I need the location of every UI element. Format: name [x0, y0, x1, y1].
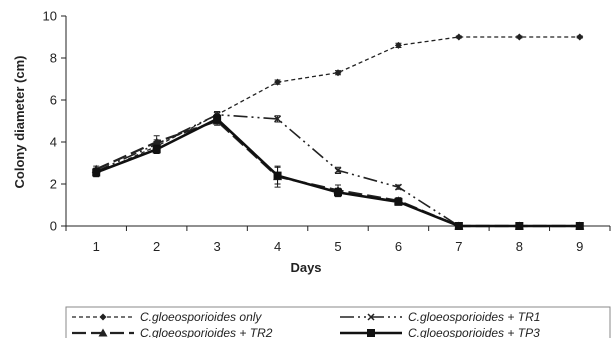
legend-swatch-marker [99, 313, 107, 321]
legend-label: C.gloeosporioides + TP3 [408, 326, 540, 338]
x-tick-label: 8 [516, 239, 523, 254]
legend-item-2: C.gloeosporioides + TR1 [340, 310, 540, 324]
data-point [455, 33, 463, 41]
y-axis-title: Colony diameter (cm) [12, 56, 27, 189]
x-tick-label: 6 [395, 239, 402, 254]
data-point [334, 188, 342, 197]
data-point [273, 171, 282, 180]
data-point [213, 114, 222, 123]
legend-label: C.gloeosporioides + TR2 [140, 326, 273, 338]
x-tick-label: 3 [213, 239, 220, 254]
legend-swatch-marker [367, 313, 375, 321]
x-tick-label: 2 [153, 239, 160, 254]
x-tick-label: 1 [93, 239, 100, 254]
x-tick-label: 7 [455, 239, 462, 254]
y-tick-label: 8 [50, 51, 57, 66]
data-point [394, 197, 403, 206]
y-tick-label: 10 [43, 9, 57, 24]
y-ticks: 0 2 4 6 8 10 [43, 9, 66, 234]
legend: C.gloeosporioides only C.gloeosporioides … [65, 306, 611, 338]
series-1 [92, 33, 584, 178]
y-tick-label: 6 [50, 93, 57, 108]
data-point [152, 137, 162, 146]
series-4 [92, 114, 584, 230]
data-point [334, 166, 342, 174]
data-point [394, 41, 402, 49]
x-tick-label: 4 [274, 239, 281, 254]
legend-swatch-marker [98, 328, 108, 337]
legend-item-4: C.gloeosporioides + TP3 [340, 326, 540, 338]
series-line [95, 36, 580, 175]
legend-label: C.gloeosporioides only [140, 310, 262, 324]
series-group [91, 33, 585, 230]
data-point [576, 33, 584, 41]
data-point [575, 222, 584, 230]
data-point [152, 145, 161, 154]
y-tick-label: 4 [50, 135, 57, 150]
y-tick-label: 2 [50, 177, 57, 192]
legend-swatch-marker [367, 329, 375, 337]
y-tick-label: 0 [50, 219, 57, 234]
data-point [274, 115, 282, 123]
data-point [394, 183, 402, 191]
data-point [454, 222, 463, 230]
legend-item-1: C.gloeosporioides only [72, 310, 262, 324]
x-tick-label: 5 [334, 239, 341, 254]
x-axis-title: Days [290, 260, 321, 275]
x-ticks: 1 2 3 4 5 6 7 8 9 [65, 226, 611, 254]
data-point [334, 69, 342, 77]
x-tick-label: 9 [576, 239, 583, 254]
legend-box [65, 306, 611, 338]
data-point [274, 78, 282, 86]
data-point [515, 33, 523, 41]
legend-item-3: C.gloeosporioides + TR2 [72, 326, 273, 338]
data-point [515, 222, 524, 230]
legend-label: C.gloeosporioides + TR1 [408, 310, 540, 324]
data-point [92, 168, 101, 177]
series-2 [92, 111, 584, 230]
